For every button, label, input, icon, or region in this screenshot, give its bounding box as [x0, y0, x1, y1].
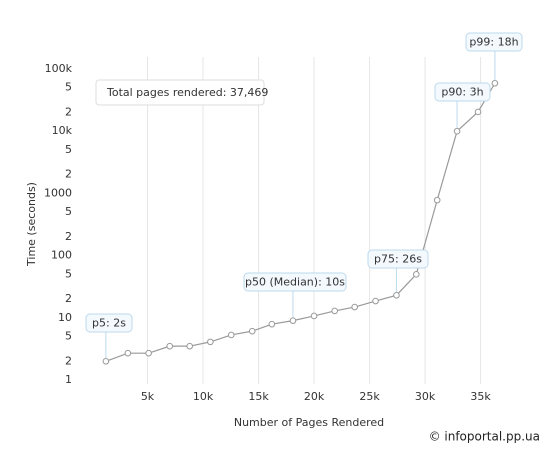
data-point [351, 303, 358, 311]
data-point [453, 127, 461, 135]
data-point [227, 331, 235, 339]
data-point [474, 108, 482, 116]
y-tick-label: 5 [65, 267, 72, 280]
annotation-box [465, 32, 523, 52]
y-tick-label: 5 [65, 143, 72, 156]
data-point [102, 357, 110, 365]
x-tick-label: 5k [141, 390, 155, 403]
data-point [268, 320, 276, 328]
annotation: p90: 3h [441, 86, 483, 99]
annotation: p99: 18h [469, 36, 518, 49]
annotation: p5: 2s [92, 317, 126, 330]
y-tick-label: 5 [65, 330, 72, 343]
data-point [124, 349, 132, 357]
data-point [207, 338, 214, 346]
annotation-box [367, 249, 429, 269]
data-point [289, 317, 297, 324]
x-axis-title: Number of Pages Rendered [234, 416, 384, 429]
data-point [145, 349, 152, 357]
y-tick-label: 100 [51, 249, 72, 262]
y-tick-label: 2 [65, 168, 72, 181]
y-tick-label: 2 [65, 105, 72, 118]
data-point [372, 297, 379, 305]
x-tick-label: 25k [359, 390, 380, 403]
x-tick-label: 20k [304, 390, 325, 403]
y-tick-label: 10k [52, 124, 73, 137]
note: Total pages rendered: 37,469 [106, 86, 268, 99]
y-tick-label: 2 [65, 230, 72, 243]
y-tick-label: 2 [65, 354, 72, 367]
y-tick-label: 1 [65, 373, 72, 386]
data-point [393, 292, 400, 299]
data-point [413, 271, 420, 278]
data-point [248, 327, 256, 335]
data-point [166, 342, 174, 350]
annotation-box [243, 272, 347, 292]
annotation: p75: 26s [374, 253, 422, 266]
y-tick-label: 2 [65, 292, 72, 305]
annotation-box [85, 313, 133, 333]
data-point [433, 196, 441, 204]
x-tick-label: 15k [248, 390, 269, 403]
data-point [310, 312, 318, 320]
y-axis-title: Time (seconds) [25, 182, 38, 267]
annotation: p50 (Median): 10s [245, 276, 345, 289]
data-point [186, 342, 194, 350]
data-point [331, 307, 339, 315]
y-tick-label: 100k [45, 62, 73, 75]
annotation-box [434, 82, 491, 102]
x-tick-label: 35k [470, 390, 491, 403]
note-box [95, 79, 265, 106]
data-point [491, 79, 499, 87]
x-tick-label: 30k [415, 390, 436, 403]
data-line [105, 82, 496, 362]
y-tick-label: 5 [65, 205, 72, 218]
y-tick-label: 1000 [44, 186, 72, 199]
y-tick-label: 5 [65, 81, 72, 94]
x-tick-label: 10k [193, 390, 214, 403]
y-tick-label: 10 [58, 311, 72, 324]
watermark: © infoportal.pp.ua [429, 430, 540, 444]
